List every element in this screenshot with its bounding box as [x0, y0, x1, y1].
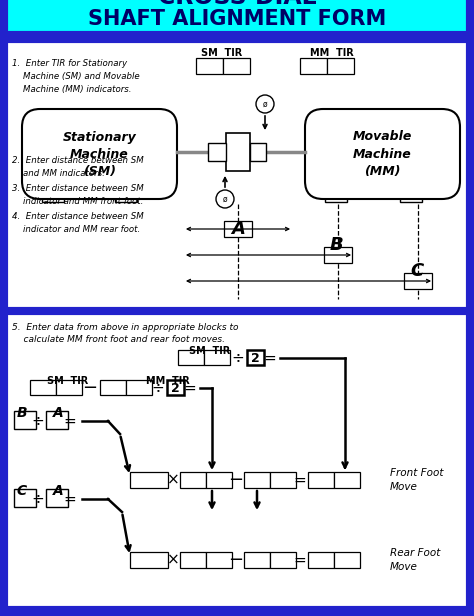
Bar [126, 380, 152, 395]
Bar [308, 552, 334, 568]
Text: SM  TIR: SM TIR [47, 376, 89, 386]
Text: A: A [53, 406, 64, 420]
Bar [224, 221, 252, 237]
Text: ø: ø [263, 100, 267, 108]
Text: A: A [53, 484, 64, 498]
Bar [56, 380, 82, 395]
Bar [226, 133, 250, 171]
Bar [14, 411, 36, 429]
Bar [327, 58, 354, 74]
Text: =: = [183, 381, 196, 395]
Text: SM  TIR: SM TIR [190, 346, 231, 356]
Text: ×: × [167, 553, 179, 567]
Text: 2: 2 [171, 381, 179, 394]
Text: Movable
Machine
(MM): Movable Machine (MM) [353, 131, 412, 177]
Bar [42, 192, 64, 202]
Text: −: − [228, 471, 244, 489]
Bar [178, 350, 204, 365]
Bar [115, 192, 137, 202]
Bar [206, 472, 232, 488]
Text: 1.  Enter TIR for Stationary
    Machine (SM) and Movable
    Machine (MM) indic: 1. Enter TIR for Stationary Machine (SM)… [12, 59, 140, 94]
Text: 4.  Enter distance between SM
    indicator and MM rear foot.: 4. Enter distance between SM indicator a… [12, 212, 144, 234]
Text: Stationary
Machine
(SM): Stationary Machine (SM) [63, 131, 137, 177]
Text: B: B [330, 236, 344, 254]
Bar [250, 143, 266, 161]
Bar [247, 350, 264, 365]
Bar [46, 489, 68, 507]
Text: B: B [17, 406, 27, 420]
Bar [244, 472, 270, 488]
Bar [334, 472, 360, 488]
Bar [167, 380, 184, 395]
Bar [400, 192, 422, 202]
Text: ÷: ÷ [152, 381, 164, 395]
Text: =: = [64, 492, 76, 506]
Text: ÷: ÷ [32, 492, 45, 506]
Bar [130, 472, 168, 488]
Bar [180, 472, 206, 488]
Bar [6, 0, 468, 33]
Bar [30, 380, 56, 395]
Text: 2.  Enter distance between SM
    and MM indicators.: 2. Enter distance between SM and MM indi… [12, 156, 144, 178]
Bar [270, 552, 296, 568]
Bar [308, 472, 334, 488]
Bar [100, 380, 126, 395]
Bar [14, 489, 36, 507]
Text: ×: × [167, 472, 179, 487]
Bar [6, 41, 468, 309]
Text: MM  TIR: MM TIR [146, 376, 190, 386]
Circle shape [216, 190, 234, 208]
Text: Front Foot
Move: Front Foot Move [390, 468, 444, 492]
Bar [325, 192, 347, 202]
Text: SM  TIR: SM TIR [201, 48, 243, 58]
Text: SHAFT ALIGNMENT FORM: SHAFT ALIGNMENT FORM [88, 9, 386, 29]
Bar [46, 411, 68, 429]
Bar [196, 58, 223, 74]
Bar [244, 552, 270, 568]
Bar [130, 552, 168, 568]
Circle shape [256, 95, 274, 113]
Text: Rear Foot
Move: Rear Foot Move [390, 548, 440, 572]
Bar [180, 552, 206, 568]
FancyBboxPatch shape [22, 109, 177, 199]
Bar [404, 273, 432, 289]
Bar [6, 313, 468, 608]
Bar [270, 472, 296, 488]
Bar [300, 58, 327, 74]
Text: C: C [17, 484, 27, 498]
Bar [204, 350, 230, 365]
Text: −: − [82, 379, 98, 397]
Text: CROSS DIAL: CROSS DIAL [158, 0, 316, 9]
Bar [324, 247, 352, 263]
FancyBboxPatch shape [305, 109, 460, 199]
Text: C: C [410, 262, 424, 280]
Text: =: = [64, 413, 76, 429]
Text: ÷: ÷ [32, 413, 45, 429]
Text: A: A [231, 220, 245, 238]
Text: =: = [293, 472, 306, 487]
Bar [334, 552, 360, 568]
Text: 5.  Enter data from above in appropriate blocks to
    calculate MM front foot a: 5. Enter data from above in appropriate … [12, 323, 238, 344]
Text: −: − [228, 551, 244, 569]
Text: 3.  Enter distance between SM
    indicator and MM front foot.: 3. Enter distance between SM indicator a… [12, 184, 144, 206]
Bar [206, 552, 232, 568]
Text: ø: ø [223, 195, 228, 203]
Text: ÷: ÷ [232, 351, 245, 365]
Text: =: = [264, 351, 276, 365]
Text: =: = [293, 553, 306, 567]
Bar [208, 143, 226, 161]
Text: MM  TIR: MM TIR [310, 48, 354, 58]
Bar [223, 58, 250, 74]
Text: 2: 2 [251, 352, 259, 365]
